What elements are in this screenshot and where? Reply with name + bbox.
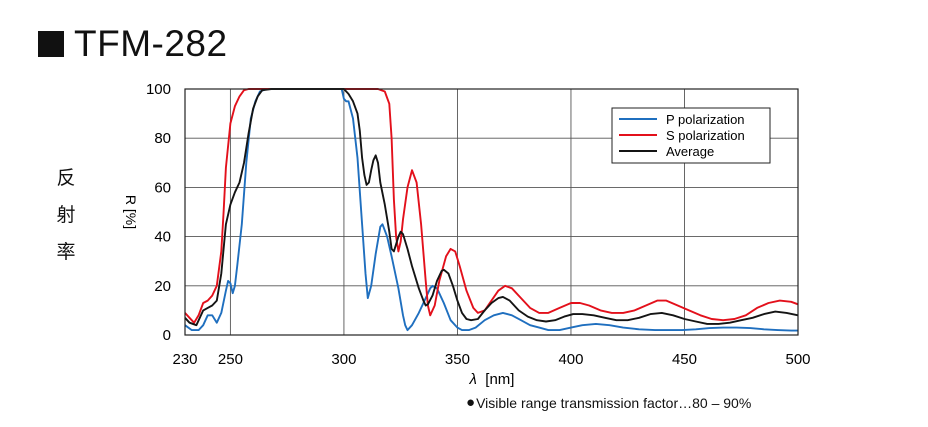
footnote-text: Visible range transmission factor…80 – 9… <box>476 394 752 411</box>
x-axis-label-symbol: λ <box>469 371 477 388</box>
x-tick-label-400: 400 <box>558 351 583 368</box>
series-line-p-polarization <box>184 88 798 332</box>
x-tick-label-250: 250 <box>218 351 243 368</box>
legend-label-s-polarization: S polarization <box>666 128 745 143</box>
reflectance-char-1: 反 <box>56 167 76 189</box>
title-text: TFM-282 <box>74 23 228 64</box>
series-line-average <box>184 88 799 327</box>
x-axis-label: λ [nm] <box>469 371 515 388</box>
reflectance-char-2: 射 <box>56 204 76 226</box>
tick-labels: 0 20 40 60 80 100 230 250 300 350 400 450 500 <box>146 81 811 368</box>
y-tick-label-20: 20 <box>154 278 171 295</box>
y-tick-label-0: 0 <box>163 327 171 344</box>
reflectance-char-3: 率 <box>56 241 76 263</box>
series-layer <box>184 88 799 332</box>
legend-label-average: Average <box>666 144 714 159</box>
x-tick-label-230: 230 <box>172 351 197 368</box>
y-tick-label-60: 60 <box>154 179 171 196</box>
reflectance-label: 反 射 率 <box>54 160 78 271</box>
x-tick-label-450: 450 <box>672 351 697 368</box>
x-tick-label-300: 300 <box>331 351 356 368</box>
series-line-s-polarization <box>184 88 799 324</box>
x-axis-label-unit: [nm] <box>477 371 515 388</box>
page-title: TFM-282 <box>38 22 228 66</box>
plot-frame <box>184 88 799 336</box>
x-tick-label-350: 350 <box>445 351 470 368</box>
legend-label-p-polarization: P polarization <box>666 112 745 127</box>
x-tick-label-500: 500 <box>785 351 810 368</box>
y-axis-label: R [%] <box>123 195 139 229</box>
y-tick-label-80: 80 <box>154 130 171 147</box>
y-tick-label-100: 100 <box>146 81 171 98</box>
footnote: ● Visible range transmission factor…80 –… <box>466 394 751 411</box>
bullet-icon: ● <box>466 394 476 411</box>
y-tick-label-40: 40 <box>154 229 171 246</box>
title-square-icon <box>38 31 64 57</box>
